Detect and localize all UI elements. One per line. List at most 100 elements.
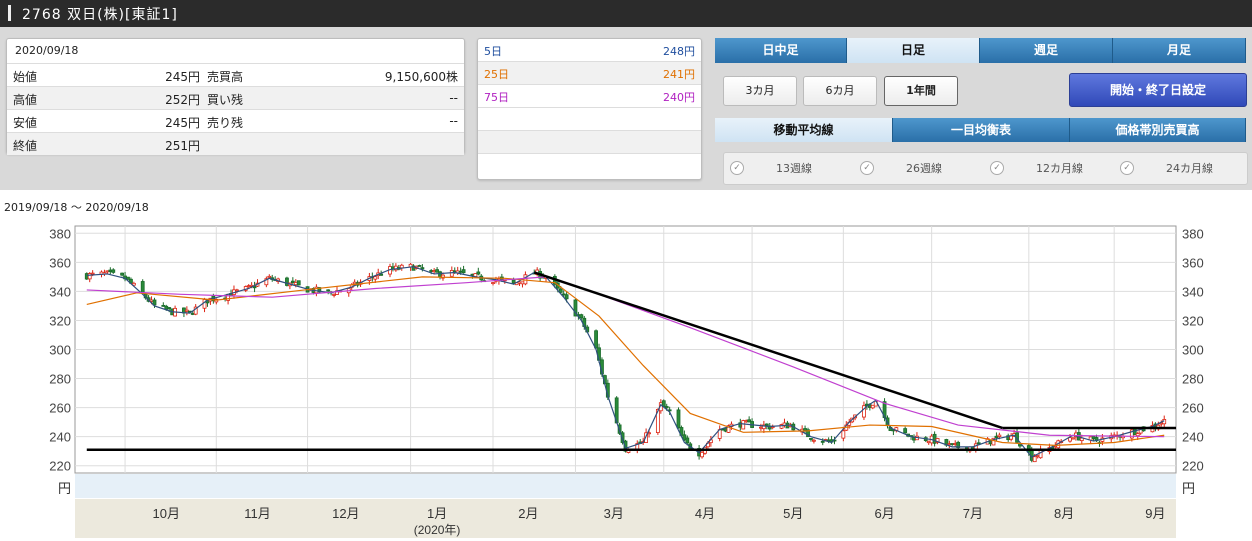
month-label: 1月 [427,506,447,521]
candle-body [976,442,981,445]
candle-body [441,274,445,279]
period-button[interactable]: 3カ月 [723,76,797,106]
quote-value: 245円 [165,70,200,84]
candle-body [685,437,690,444]
tab-3[interactable]: 月足 [1113,38,1246,63]
trendline [533,271,1003,430]
candle-body [558,288,563,293]
ma5-line [86,266,1165,458]
quote-label: 売り残 [207,116,244,130]
month-label: 6月 [874,506,894,521]
month-axis-band [75,499,1176,538]
quote-row: 終値 251円 [7,132,464,155]
check-icon[interactable]: ✓ [990,161,1004,175]
check-icon[interactable]: ✓ [860,161,874,175]
period-button[interactable]: 6カ月 [803,76,877,106]
ma-value-panel: 5日 248円 25日 241円 75日 240円 [477,38,702,180]
candle-body [476,271,481,275]
candle-body [90,272,95,275]
candle-body [726,425,731,433]
month-label: 7月 [963,506,983,521]
candle-body [235,289,239,292]
ma-row-empty [478,108,701,131]
candle-body [564,294,569,300]
quote-value: 251円 [165,139,200,153]
candle-body [317,287,322,293]
candle-body [579,314,584,319]
candle-body [870,404,875,409]
month-label: 11月 [244,506,271,521]
candle-body [820,440,825,443]
candle-body [841,430,846,439]
quote-row: 高値 252円 買い残 -- [7,86,464,109]
month-label: 8月 [1054,506,1074,521]
candle-body [644,432,649,443]
candle-body [417,265,422,267]
indicator-tab[interactable]: 移動平均線 [715,118,893,142]
quote-label: 始値 [13,70,38,84]
quote-value: 252円 [165,93,200,107]
timeframe-tabs: 日中足 日足 週足 月足 [715,38,1246,63]
title-accent [8,5,11,21]
month-label: 10月 [153,506,180,521]
candle-body [741,420,746,430]
tab-1[interactable]: 日足 [847,38,980,63]
quote-value: -- [449,91,458,105]
candle-body [623,440,628,452]
candle-body [862,405,866,418]
ma-value: 241円 [663,68,695,81]
y-tick-label-left: 240 [49,430,71,445]
period-button[interactable]: 1年間 [884,76,958,106]
candle-body [935,438,940,443]
ma-option-label: 26週線 [906,162,942,175]
candle-body [594,330,598,349]
candle-body [379,273,384,276]
y-tick-label-right: 320 [1182,313,1204,328]
y-tick-label-left: 280 [49,372,71,387]
month-label: 12月 [332,506,359,521]
y-tick-label-right: 300 [1182,343,1204,358]
candle-body [511,279,516,284]
tab-2[interactable]: 週足 [980,38,1113,63]
volume-band [75,474,1176,498]
quote-date: 2020/09/18 [15,44,79,57]
candle-body [1135,433,1140,437]
y-tick-label-left: 260 [49,401,71,416]
quote-label: 終値 [13,139,38,153]
candle-body [655,408,660,433]
ma25-line [86,276,1165,446]
y-tick-label-right: 240 [1182,430,1204,445]
tab-0[interactable]: 日中足 [715,38,847,63]
candle-body [267,275,272,278]
indicator-tab[interactable]: 価格帯別売買高 [1070,118,1246,142]
y-tick-label-left: 340 [49,284,71,299]
candle-body [285,277,289,286]
quote-panel: 2020/09/18 始値 245円 売買高 9,150,600株 高値 252円 買い残 -… [6,38,465,155]
quote-label: 安値 [13,116,38,130]
month-label: 9月 [1145,506,1165,521]
candle-body [676,409,681,429]
y-tick-label-right: 280 [1182,372,1204,387]
ma-row: 25日 241円 [478,62,701,85]
price-chart: 220 220 240 240 260 260 280 280 300 300 320 320 340 3… [0,216,1252,541]
title-bar: 2768 双日(株)[東証1] [0,0,1252,27]
candle-body [491,282,495,284]
y-tick-label-right: 260 [1182,401,1204,416]
candle-body [806,429,810,438]
candle-body [809,438,813,440]
candle-body [903,428,908,434]
date-setting-button[interactable]: 開始・終了日設定 [1069,73,1247,107]
y-tick-label-left: 380 [49,226,71,241]
ma-label: 75日 [484,91,509,104]
check-icon[interactable]: ✓ [1120,161,1134,175]
candle-body [152,299,157,306]
indicator-tab[interactable]: 一目均衡表 [893,118,1070,142]
year-label: (2020年) [414,523,461,537]
candle-body [747,419,752,423]
candle-body [435,269,439,273]
check-icon[interactable]: ✓ [730,161,744,175]
stock-title: 2768 双日(株)[東証1] [22,7,178,23]
candle-body [573,299,578,317]
quote-value: 245円 [165,116,200,130]
ma-label: 5日 [484,45,502,58]
